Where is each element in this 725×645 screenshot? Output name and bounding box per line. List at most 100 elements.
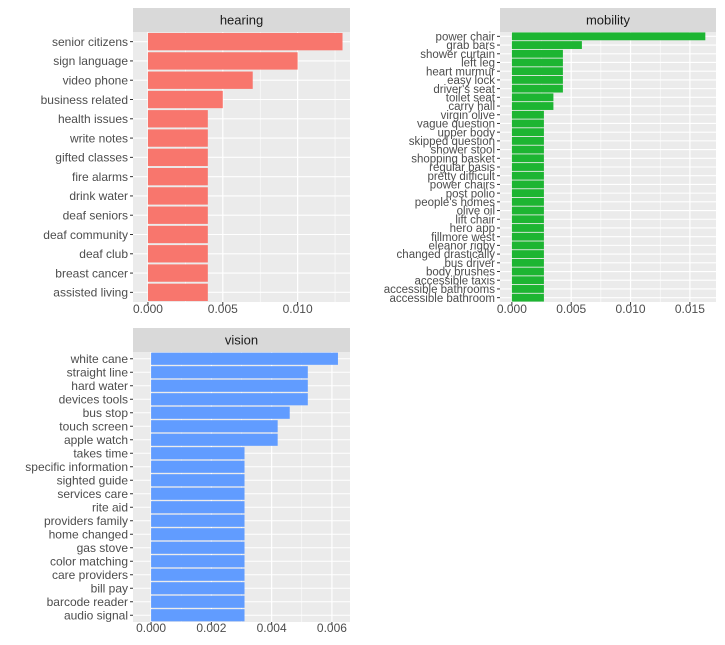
- x-tick-label: 0.000: [133, 302, 163, 316]
- bar-grab-bars: [511, 41, 582, 49]
- category-label: lift chair: [455, 214, 495, 226]
- bar-regular-basis: [511, 163, 544, 171]
- category-label: sign language: [53, 54, 128, 68]
- bar-power-chair: [511, 32, 706, 41]
- bar-lift-chair: [511, 215, 544, 224]
- category-label: audio signal: [64, 609, 128, 623]
- bar-senior-citizens: [147, 32, 343, 51]
- x-tick-label: 0.004: [257, 621, 287, 635]
- bar-carry-hall: [511, 102, 554, 110]
- category-label: drink water: [69, 189, 128, 203]
- category-label: straight line: [67, 366, 129, 380]
- category-label: power chairs: [430, 180, 495, 192]
- category-label: fire alarms: [72, 170, 128, 184]
- category-label: health issues: [58, 112, 128, 126]
- bar-shower-stool: [511, 145, 544, 154]
- x-tick-label: 0.005: [556, 302, 586, 316]
- bar-home-changed: [151, 528, 245, 541]
- bar-left-leg: [511, 58, 563, 67]
- bar-shower-curtain: [511, 49, 563, 58]
- category-label: accessible bathrooms: [384, 284, 495, 296]
- bar-white-cane: [151, 352, 338, 365]
- category-label: bill pay: [91, 582, 128, 596]
- category-label: breast cancer: [55, 266, 128, 280]
- bar-toilet-seat: [511, 93, 554, 102]
- category-label: care providers: [52, 568, 128, 582]
- category-label: providers family: [44, 514, 128, 528]
- category-label: sighted guide: [57, 474, 129, 488]
- bar-barcode-reader: [151, 595, 245, 608]
- category-label: color matching: [50, 555, 128, 569]
- category-label: body brushes: [426, 267, 495, 279]
- bar-bus-stop: [151, 406, 290, 419]
- category-label: senior citizens: [52, 35, 128, 49]
- category-label: shower stool: [430, 145, 495, 157]
- category-label: rite aid: [92, 501, 128, 515]
- bar-olive-oil: [511, 206, 544, 215]
- category-label: driver's seat: [433, 84, 495, 96]
- bar-power-chairs: [511, 180, 544, 189]
- x-tick-label: 0.005: [208, 302, 238, 316]
- bar-rite-aid: [151, 501, 245, 514]
- category-label: deaf seniors: [63, 209, 128, 223]
- category-label: olive oil: [457, 206, 495, 218]
- category-label: people's homes: [415, 197, 495, 209]
- x-tick-label: 0.010: [283, 302, 313, 316]
- category-label: pretty difficult: [427, 171, 495, 183]
- x-tick-label: 0.000: [497, 302, 527, 316]
- bar-sign-language: [147, 52, 298, 70]
- category-label: grab bars: [446, 40, 495, 52]
- bar-deaf-club: [147, 245, 208, 263]
- bar-straight-line: [151, 366, 308, 379]
- bar-accessible-bathrooms: [511, 285, 544, 293]
- bar-fillmore-west: [511, 232, 544, 241]
- category-label: gifted classes: [55, 151, 128, 165]
- category-label: regular basis: [429, 162, 495, 174]
- bar-business-related: [147, 90, 223, 109]
- category-label: upper body: [437, 127, 495, 139]
- facet-strip-hearing: [133, 8, 350, 32]
- x-tick-label: 0.015: [675, 302, 705, 316]
- panel-vision: vision 0.000 0.002 0.004 0.006 white canestra…: [25, 328, 350, 635]
- bar-heart-murmur: [511, 67, 563, 76]
- category-label: specific information: [25, 460, 128, 474]
- bar-deaf-community: [147, 225, 208, 244]
- category-label: left leg: [461, 58, 495, 70]
- bar-breast-cancer: [147, 264, 208, 282]
- x-tick-label: 0.010: [616, 302, 646, 316]
- bar-shopping-basket: [511, 154, 544, 163]
- bar-sighted-guide: [151, 474, 245, 487]
- x-tick-label: 0.002: [196, 621, 226, 635]
- category-label: bus driver: [445, 258, 496, 270]
- bar-devices-tools: [151, 393, 308, 406]
- category-label: easy lock: [447, 75, 495, 87]
- bar-eleanor-rigby: [511, 241, 544, 250]
- category-label: skipped question: [409, 136, 495, 148]
- category-label: apple watch: [64, 433, 128, 447]
- bar-hero-app: [511, 224, 544, 232]
- bar-skipped-question: [511, 136, 544, 145]
- category-label: carry hall: [448, 101, 495, 113]
- bar-assisted-living: [147, 283, 208, 302]
- bar-hard-water: [151, 379, 308, 392]
- bar-people-s-homes: [511, 197, 544, 206]
- category-label: accessible taxis: [414, 275, 495, 287]
- panel-hearing: hearing 0.000 0.005 0.010 senior citizens sig…: [41, 8, 350, 316]
- bar-bill-pay: [151, 582, 245, 595]
- category-label: hard water: [71, 379, 128, 393]
- bar-apple-watch: [151, 433, 278, 446]
- bar-accessible-bathroom: [511, 293, 544, 302]
- x-tick-label: 0.006: [317, 621, 347, 635]
- category-label: hero app: [450, 223, 495, 235]
- facet-title-mobility: mobility: [586, 13, 631, 28]
- category-label: gas stove: [77, 541, 129, 555]
- category-label: takes time: [73, 447, 128, 461]
- category-label: bus stop: [83, 406, 129, 420]
- bar-upper-body: [511, 128, 544, 137]
- category-label: business related: [41, 93, 128, 107]
- category-label: post polio: [446, 188, 495, 200]
- bar-deaf-seniors: [147, 206, 208, 224]
- category-label: shower curtain: [420, 49, 495, 61]
